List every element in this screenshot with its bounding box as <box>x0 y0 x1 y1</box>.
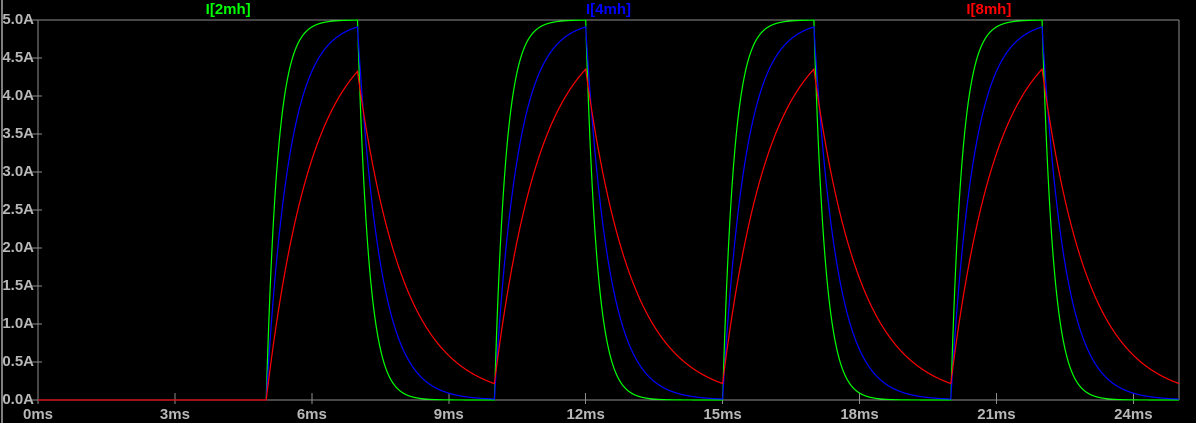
y-tick-label: 4.5A <box>2 49 34 66</box>
trace-label-i8mh[interactable]: I[8mh] <box>966 1 1012 18</box>
x-tick-label: 12ms <box>566 406 605 423</box>
trace-label-i4mh[interactable]: I[4mh] <box>586 1 631 18</box>
y-tick-label: 2.5A <box>2 201 34 218</box>
y-tick-label: 5.0A <box>2 11 34 28</box>
y-tick-label: 1.5A <box>2 277 34 294</box>
pane-left-border <box>1 0 3 423</box>
trace-i4mh <box>38 26 1180 401</box>
x-tick-label: 18ms <box>840 406 879 423</box>
trace-i2mh <box>38 19 1179 401</box>
x-tick-label: 0ms <box>22 406 54 423</box>
x-tick-label: 15ms <box>703 406 742 423</box>
x-tick-label: 6ms <box>296 406 327 423</box>
y-tick-label: 4.0A <box>2 87 34 104</box>
y-tick-label: 3.0A <box>2 163 34 180</box>
trace-i8mh <box>38 67 1180 401</box>
y-tick-label: 3.5A <box>2 125 34 142</box>
x-tick-label: 9ms <box>433 406 464 423</box>
y-tick-label: 1.0A <box>2 315 34 332</box>
x-tick-label: 21ms <box>977 406 1016 423</box>
y-tick-label: 0.0A <box>2 391 34 408</box>
x-tick-label: 24ms <box>1114 406 1153 423</box>
y-tick-label: 0.5A <box>2 353 34 370</box>
trace-label-i2mh[interactable]: I[2mh] <box>205 1 251 18</box>
x-tick-label: 3ms <box>159 406 190 423</box>
y-tick-label: 2.0A <box>2 239 34 256</box>
